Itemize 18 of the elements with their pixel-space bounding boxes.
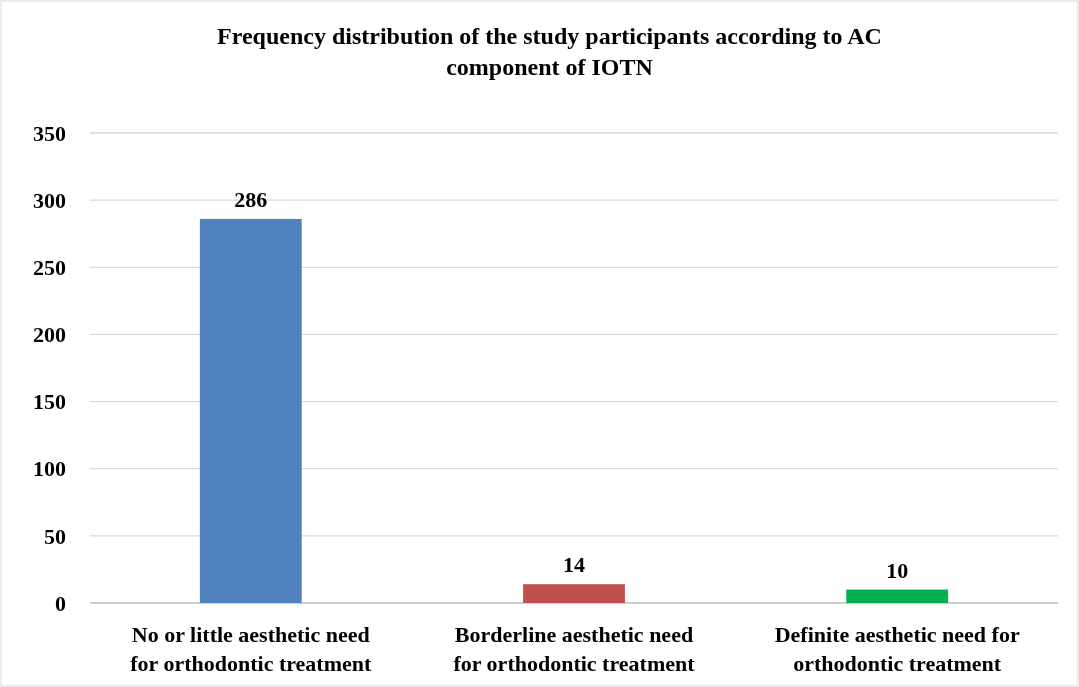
bar	[199, 218, 302, 603]
y-tick-label: 0	[55, 590, 66, 616]
y-tick-label: 300	[33, 187, 66, 213]
x-tick-label: Borderline aesthetic need for orthodontic treatment	[453, 622, 696, 676]
data-label: 14	[563, 552, 585, 578]
x-tick-label: No or little aesthetic need for orthodontic treatment	[130, 622, 373, 676]
y-tick-label: 150	[33, 389, 66, 415]
bar	[846, 589, 949, 603]
y-tick-label: 200	[33, 322, 66, 348]
y-tick-label: 350	[33, 120, 66, 146]
data-label: 10	[886, 557, 909, 583]
y-tick-label: 100	[33, 456, 66, 482]
x-tick-label: Definite aesthetic need for orthodontic treatment	[774, 622, 1020, 676]
y-tick-label: 250	[33, 254, 66, 280]
bar	[523, 584, 625, 603]
data-label: 286	[234, 186, 268, 212]
y-tick-label: 50	[44, 523, 66, 549]
chart-title: Frequency distribution of the study participants according to AC component of IOTN	[217, 23, 882, 80]
